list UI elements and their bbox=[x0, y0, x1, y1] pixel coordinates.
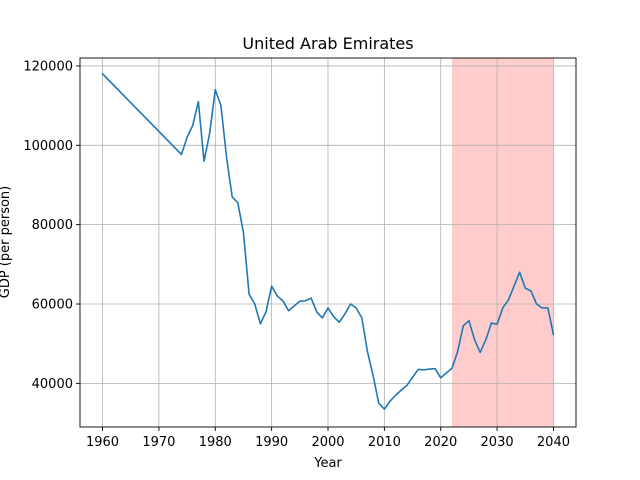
x-tick-label: 2010 bbox=[368, 435, 401, 450]
x-tick-label: 1990 bbox=[255, 435, 288, 450]
x-tick-label: 2000 bbox=[311, 435, 344, 450]
chart-title: United Arab Emirates bbox=[242, 34, 413, 53]
forecast-highlight-span bbox=[452, 58, 554, 427]
x-axis-label: Year bbox=[313, 456, 342, 471]
highlight-span-layer bbox=[452, 58, 554, 427]
x-tick-label: 2020 bbox=[424, 435, 457, 450]
y-tick-label: 120000 bbox=[23, 59, 73, 74]
grid-layer bbox=[80, 58, 576, 427]
x-tick-label: 1980 bbox=[199, 435, 232, 450]
x-tick-label: 1970 bbox=[142, 435, 175, 450]
x-tick-label: 2030 bbox=[481, 435, 514, 450]
x-tick-label: 2040 bbox=[537, 435, 570, 450]
y-axis-label: GDP (per person) bbox=[0, 186, 13, 299]
y-tick-label: 100000 bbox=[23, 139, 73, 154]
y-tick-label: 60000 bbox=[32, 298, 73, 313]
gdp-series-line bbox=[101, 72, 555, 410]
line-layer bbox=[101, 72, 555, 410]
y-tick-label: 40000 bbox=[32, 377, 73, 392]
y-tick-label: 80000 bbox=[32, 218, 73, 233]
ticks-layer: 1960 1970 1980 1990 2000 2010 2020 2030 2040 4000… bbox=[23, 59, 570, 450]
x-tick-label: 1960 bbox=[86, 435, 119, 450]
